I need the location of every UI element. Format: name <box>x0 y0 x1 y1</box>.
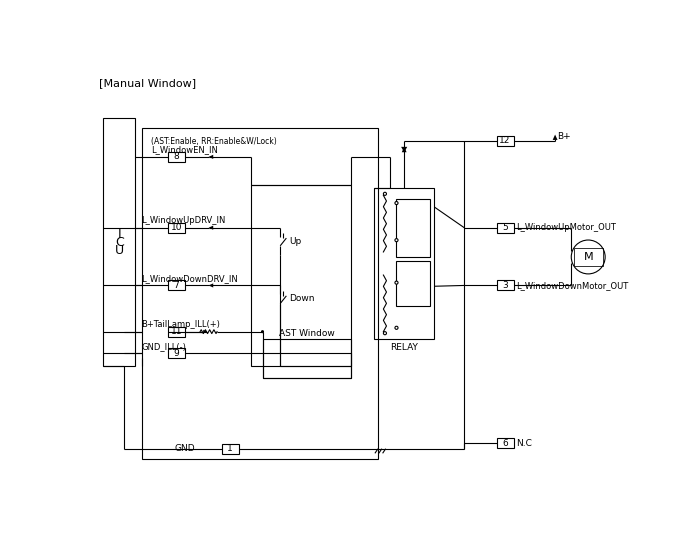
Text: 8: 8 <box>174 152 179 161</box>
Text: N.C: N.C <box>516 439 532 448</box>
Text: (AST:Enable, RR:Enable&W/Lock): (AST:Enable, RR:Enable&W/Lock) <box>151 137 276 146</box>
Text: GND: GND <box>175 444 195 453</box>
Text: GND_ILL(-): GND_ILL(-) <box>141 342 186 351</box>
Bar <box>141 128 378 459</box>
Polygon shape <box>401 147 407 152</box>
Text: Down: Down <box>290 294 315 304</box>
Text: RELAY: RELAY <box>390 343 418 353</box>
Text: B+: B+ <box>557 133 571 141</box>
Text: [Manual Window]: [Manual Window] <box>99 78 197 88</box>
Bar <box>395 261 430 306</box>
Circle shape <box>261 330 264 333</box>
Circle shape <box>395 201 398 205</box>
Bar <box>103 118 135 366</box>
Bar <box>168 280 185 290</box>
Text: 6: 6 <box>502 439 508 448</box>
Text: 10: 10 <box>171 223 182 232</box>
Text: 1: 1 <box>228 444 233 453</box>
Text: L_WindowUpDRV_IN: L_WindowUpDRV_IN <box>141 216 226 225</box>
Text: 12: 12 <box>499 136 511 145</box>
Bar <box>262 339 351 378</box>
Circle shape <box>384 332 386 335</box>
Polygon shape <box>209 283 214 288</box>
Text: U: U <box>115 244 124 256</box>
Bar <box>496 136 514 146</box>
Bar <box>496 223 514 233</box>
Bar <box>374 188 434 339</box>
Text: M: M <box>583 252 593 262</box>
Bar <box>496 438 514 448</box>
Bar <box>395 199 430 257</box>
Text: 7: 7 <box>174 281 179 290</box>
Bar <box>168 152 185 162</box>
Text: C: C <box>115 236 124 249</box>
Bar <box>496 280 514 290</box>
Polygon shape <box>553 135 557 140</box>
Text: L_WindowDownMotor_OUT: L_WindowDownMotor_OUT <box>516 281 628 290</box>
Circle shape <box>395 326 398 329</box>
Text: L_WindowEN_IN: L_WindowEN_IN <box>151 145 218 153</box>
Text: Up: Up <box>290 236 302 246</box>
Circle shape <box>384 192 386 195</box>
Polygon shape <box>203 330 207 333</box>
Polygon shape <box>209 226 214 230</box>
Circle shape <box>395 239 398 241</box>
Bar <box>168 327 185 337</box>
Text: AST Window: AST Window <box>279 329 335 338</box>
Polygon shape <box>402 147 407 152</box>
Text: 5: 5 <box>502 223 508 232</box>
Text: 9: 9 <box>174 349 179 358</box>
Text: B+TailLamp_ILL(+): B+TailLamp_ILL(+) <box>141 320 220 329</box>
Polygon shape <box>209 155 214 159</box>
Text: 11: 11 <box>171 327 182 336</box>
Text: I: I <box>118 228 121 241</box>
Bar <box>573 248 603 266</box>
Text: 3: 3 <box>502 281 508 290</box>
Bar <box>168 223 185 233</box>
Text: L_WindowUpMotor_OUT: L_WindowUpMotor_OUT <box>516 223 616 232</box>
Bar <box>222 444 239 454</box>
Bar <box>251 185 351 366</box>
Bar <box>168 348 185 358</box>
Text: L_WindowDownDRV_IN: L_WindowDownDRV_IN <box>141 274 239 283</box>
Circle shape <box>395 281 398 284</box>
